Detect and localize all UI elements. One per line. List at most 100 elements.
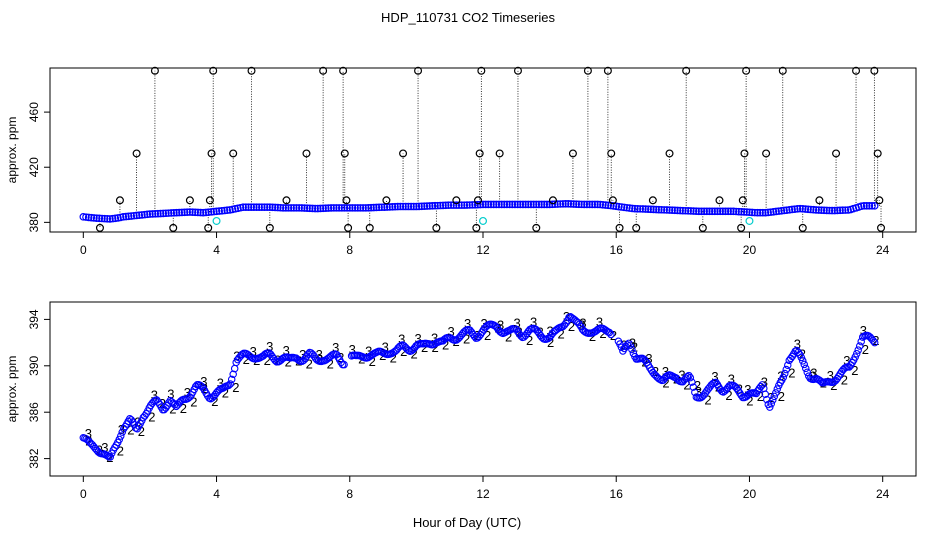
baseline-point [623,203,631,212]
baseline-point [479,200,487,209]
y-tick-label: 460 [27,102,41,122]
baseline-point [564,200,573,208]
baseline-point [415,202,423,211]
baseline-point [588,200,597,209]
baseline-point [753,208,762,217]
flag-3-label: 3 [448,324,455,339]
outlier-point [875,196,884,205]
outlier-point [815,196,824,205]
baseline-point [258,203,266,211]
baseline-point [535,200,543,209]
trace-point [224,381,233,390]
baseline-point [716,207,724,216]
baseline-point [159,209,168,218]
top-panel: 0 4 8 12 16 20 24 380 420 460 approx. ppm [5,66,917,257]
baseline-point [596,200,605,209]
baseline-point [428,202,437,210]
flag-2-label: 2 [306,356,313,371]
baseline-point [287,204,295,212]
flag-3-label: 3 [596,315,603,330]
baseline-point [122,212,130,221]
baseline-point [513,200,522,209]
flag-3-label: 3 [480,316,487,331]
baseline-point [250,203,258,211]
flag-2-label: 2 [411,346,418,361]
baseline-point [202,208,210,217]
baseline-point [191,208,200,217]
trace-point [769,396,777,404]
outlier-point [738,196,747,205]
trace-point [227,375,236,384]
baseline-point [361,204,370,212]
baseline-point [822,206,831,215]
flag-2-label: 2 [683,378,690,393]
baseline-point [663,206,671,214]
trace-point [869,337,877,345]
baseline-point [806,205,815,214]
baseline-point [204,208,213,216]
baseline-point [340,204,349,212]
flag-3-label: 3 [266,339,273,354]
baseline-point [575,200,583,209]
baseline-point [516,200,525,209]
flag-2-label: 2 [442,337,449,352]
baseline-point [183,208,192,216]
trace-point [770,392,779,401]
outlier-point [877,223,886,232]
baseline-point [154,209,162,218]
baseline-point [790,205,799,213]
baseline-point [194,208,202,217]
baseline-point [108,214,117,223]
trace-point [115,435,124,444]
baseline-point [505,200,514,209]
baseline-point [329,204,338,212]
outlier-point [532,223,541,232]
flag-2-label: 2 [180,401,187,416]
baseline-point [369,203,378,212]
baseline-point [447,201,455,209]
outlier-point [340,149,349,158]
baseline-point [748,208,756,217]
flag-2-label: 2 [851,363,858,378]
baseline-point [860,202,868,210]
outlier-point [870,66,879,75]
baseline-point [713,207,722,216]
baseline-point [599,200,607,209]
baseline-point [111,214,120,223]
baseline-point [577,200,586,209]
baseline-point [652,205,661,214]
baseline-point [343,204,351,212]
baseline-point [420,202,429,210]
baseline-point [100,214,109,223]
flag-3-label: 3 [85,426,92,441]
outlier-point [169,223,178,232]
baseline-point [284,204,293,212]
flag-3-label: 3 [513,315,520,330]
flag-3-label: 3 [497,318,504,333]
baseline-point [313,204,322,213]
baseline-point [620,203,629,212]
baseline-point [735,207,743,216]
y-tick-label: 394 [27,309,41,329]
baseline-point [647,205,655,214]
baseline-point [282,204,290,212]
baseline-point [559,200,567,208]
baseline-point [745,208,754,217]
outlier-point [583,66,592,75]
baseline-point [319,204,327,213]
outlier-point [607,149,616,158]
flag-2-label: 2 [138,424,145,439]
baseline-point [143,210,152,219]
baseline-point [433,201,442,210]
flag-3-label: 3 [382,339,389,354]
outlier-point [873,149,882,158]
baseline-point [724,207,732,216]
baseline-point [644,205,653,214]
baseline-point [655,205,663,214]
baseline-point [260,203,269,211]
baseline-point [132,211,141,220]
baseline-point [585,200,594,209]
flag-3-label: 3 [711,369,718,384]
baseline-point [721,207,730,216]
